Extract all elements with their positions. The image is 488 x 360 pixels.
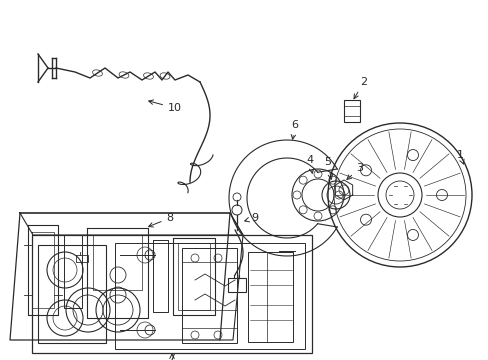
Text: 5: 5	[324, 157, 332, 179]
Text: 10: 10	[148, 100, 182, 113]
Text: 9: 9	[244, 213, 258, 223]
Bar	[76, 255, 88, 262]
Text: 1: 1	[456, 150, 463, 164]
Bar	[227, 278, 245, 292]
Text: 4: 4	[306, 155, 313, 173]
Bar	[38, 245, 106, 343]
Bar	[32, 235, 311, 353]
Bar	[247, 252, 292, 342]
Bar	[343, 100, 359, 122]
Text: 2: 2	[353, 77, 367, 99]
Text: 6: 6	[290, 120, 298, 139]
Text: 8: 8	[148, 213, 173, 227]
Text: 3: 3	[346, 163, 363, 179]
Bar	[115, 243, 305, 349]
Text: 7: 7	[168, 353, 175, 360]
Bar	[182, 248, 237, 343]
